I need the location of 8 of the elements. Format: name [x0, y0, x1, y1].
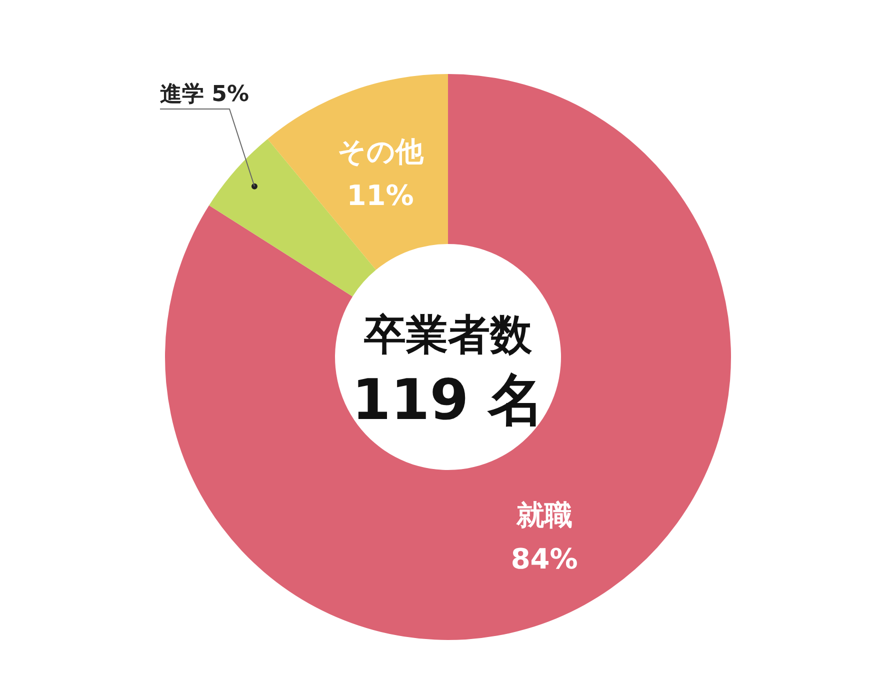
slice-label: 進学 5%: [160, 82, 250, 107]
data-label: 11%: [346, 178, 414, 212]
donut-slice: [268, 74, 448, 270]
text: 卒業者数: [363, 310, 533, 359]
text: 119 名: [352, 368, 544, 433]
data-label: 84%: [510, 542, 578, 576]
slice-label: その他: [337, 134, 424, 168]
slice-label: 就職: [515, 498, 572, 532]
